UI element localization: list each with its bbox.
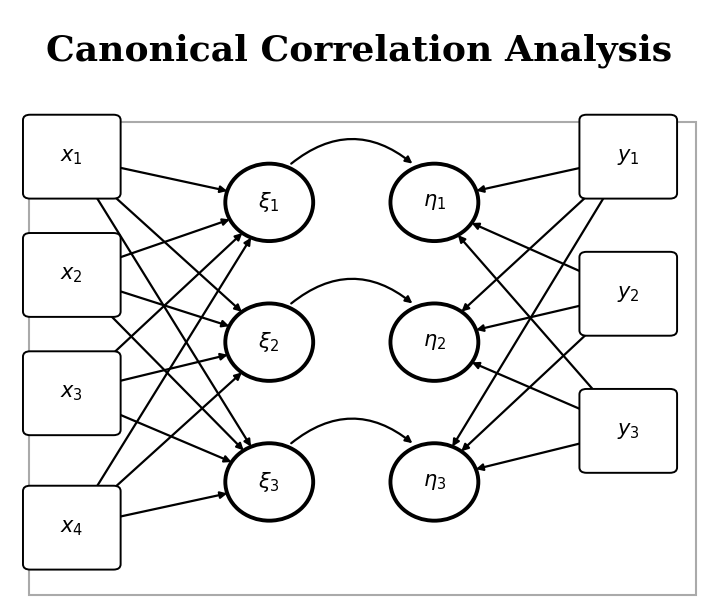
Ellipse shape <box>225 164 313 241</box>
FancyBboxPatch shape <box>23 486 121 569</box>
Text: $x_4$: $x_4$ <box>60 518 83 538</box>
Text: $x_3$: $x_3$ <box>60 383 83 403</box>
Text: $\xi_1$: $\xi_1$ <box>258 191 280 214</box>
Ellipse shape <box>391 443 478 521</box>
FancyBboxPatch shape <box>23 115 121 199</box>
Text: $y_2$: $y_2$ <box>617 284 640 304</box>
Ellipse shape <box>391 304 478 381</box>
Text: $y_3$: $y_3$ <box>617 421 640 441</box>
Text: $\eta_2$: $\eta_2$ <box>423 332 446 352</box>
FancyBboxPatch shape <box>579 252 677 335</box>
FancyBboxPatch shape <box>579 115 677 199</box>
FancyBboxPatch shape <box>23 233 121 317</box>
Text: $\eta_1$: $\eta_1$ <box>423 192 446 213</box>
Text: $y_1$: $y_1$ <box>617 147 640 167</box>
Text: $\xi_3$: $\xi_3$ <box>258 470 280 494</box>
FancyBboxPatch shape <box>579 389 677 473</box>
Text: $\xi_2$: $\xi_2$ <box>258 330 280 354</box>
Text: $x_2$: $x_2$ <box>60 265 83 285</box>
Text: $x_1$: $x_1$ <box>60 147 83 167</box>
FancyBboxPatch shape <box>23 351 121 435</box>
Text: $\eta_3$: $\eta_3$ <box>423 472 446 492</box>
Ellipse shape <box>225 443 313 521</box>
FancyBboxPatch shape <box>29 122 696 595</box>
Ellipse shape <box>225 304 313 381</box>
Ellipse shape <box>391 164 478 241</box>
Text: Canonical Correlation Analysis: Canonical Correlation Analysis <box>46 34 672 68</box>
